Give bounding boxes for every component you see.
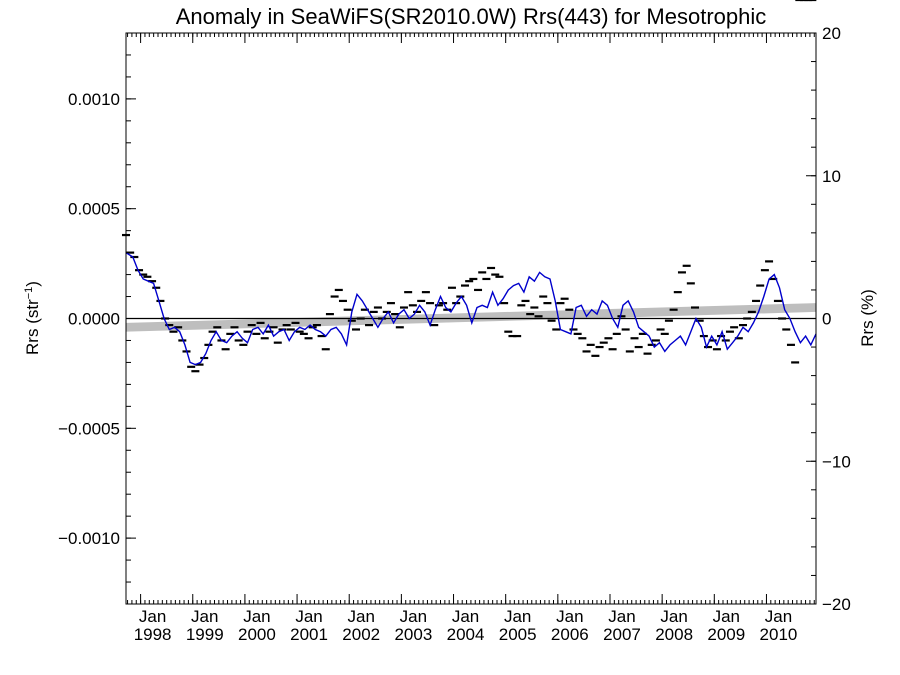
left-axis: 0.0010 0.0005 0.0000 −0.0005 −0.0010 bbox=[58, 32, 136, 605]
chart-title: Anomaly in SeaWiFS(SR2010.0W) Rrs(443) f… bbox=[176, 4, 767, 29]
x-tick-year: 2005 bbox=[499, 625, 537, 644]
right-tick-label: 20 bbox=[822, 24, 841, 43]
right-tick-label: 0 bbox=[822, 310, 831, 329]
x-tick-month: Jan bbox=[400, 607, 427, 626]
right-tick-label: −20 bbox=[822, 595, 851, 614]
x-tick-year: 2002 bbox=[342, 625, 380, 644]
right-tick-label: 10 bbox=[822, 167, 841, 186]
x-tick-month: Jan bbox=[295, 607, 322, 626]
x-tick-month: Jan bbox=[348, 607, 375, 626]
x-axis: Jan1998Jan1999Jan2000Jan2001Jan2002Jan20… bbox=[127, 33, 815, 644]
x-tick-month: Jan bbox=[608, 607, 635, 626]
x-tick-year: 1999 bbox=[186, 625, 224, 644]
left-tick-label: 0.0010 bbox=[68, 90, 120, 109]
x-tick-year: 2010 bbox=[760, 625, 798, 644]
x-tick-year: 2009 bbox=[707, 625, 745, 644]
y-axis-label-left-sup: −1 bbox=[23, 287, 35, 300]
x-tick-month: Jan bbox=[243, 607, 270, 626]
x-tick-year: 2006 bbox=[551, 625, 589, 644]
x-tick-year: 2007 bbox=[603, 625, 641, 644]
y-axis-label-left: Rrs (str−1) bbox=[23, 281, 42, 355]
trend-band-layer bbox=[126, 303, 816, 332]
x-tick-year: 2008 bbox=[655, 625, 693, 644]
trend-band bbox=[126, 303, 816, 332]
x-tick-year: 2003 bbox=[394, 625, 432, 644]
x-tick-year: 1998 bbox=[134, 625, 172, 644]
left-tick-label: 0.0005 bbox=[68, 200, 120, 219]
x-tick-month: Jan bbox=[660, 607, 687, 626]
x-tick-year: 2001 bbox=[290, 625, 328, 644]
running-mean-line bbox=[125, 252, 817, 366]
x-tick-month: Jan bbox=[765, 607, 792, 626]
right-tick-label: −10 bbox=[822, 452, 851, 471]
y-axis-label-right: Rrs (%) bbox=[858, 289, 877, 347]
x-tick-month: Jan bbox=[713, 607, 740, 626]
left-tick-label: −0.0010 bbox=[58, 529, 120, 548]
y-axis-label-left-text: Rrs (str bbox=[23, 299, 42, 355]
left-tick-label: −0.0005 bbox=[58, 419, 120, 438]
x-tick-year: 2004 bbox=[447, 625, 485, 644]
y-axis-label-left-close: ) bbox=[23, 281, 42, 287]
x-tick-month: Jan bbox=[191, 607, 218, 626]
x-tick-month: Jan bbox=[139, 607, 166, 626]
x-tick-month: Jan bbox=[556, 607, 583, 626]
x-tick-month: Jan bbox=[504, 607, 531, 626]
x-tick-year: 2000 bbox=[238, 625, 276, 644]
x-tick-month: Jan bbox=[452, 607, 479, 626]
running-mean-layer bbox=[125, 252, 817, 366]
right-axis: 20 10 0 −10 −20 bbox=[806, 24, 851, 614]
left-tick-label: 0.0000 bbox=[68, 310, 120, 329]
